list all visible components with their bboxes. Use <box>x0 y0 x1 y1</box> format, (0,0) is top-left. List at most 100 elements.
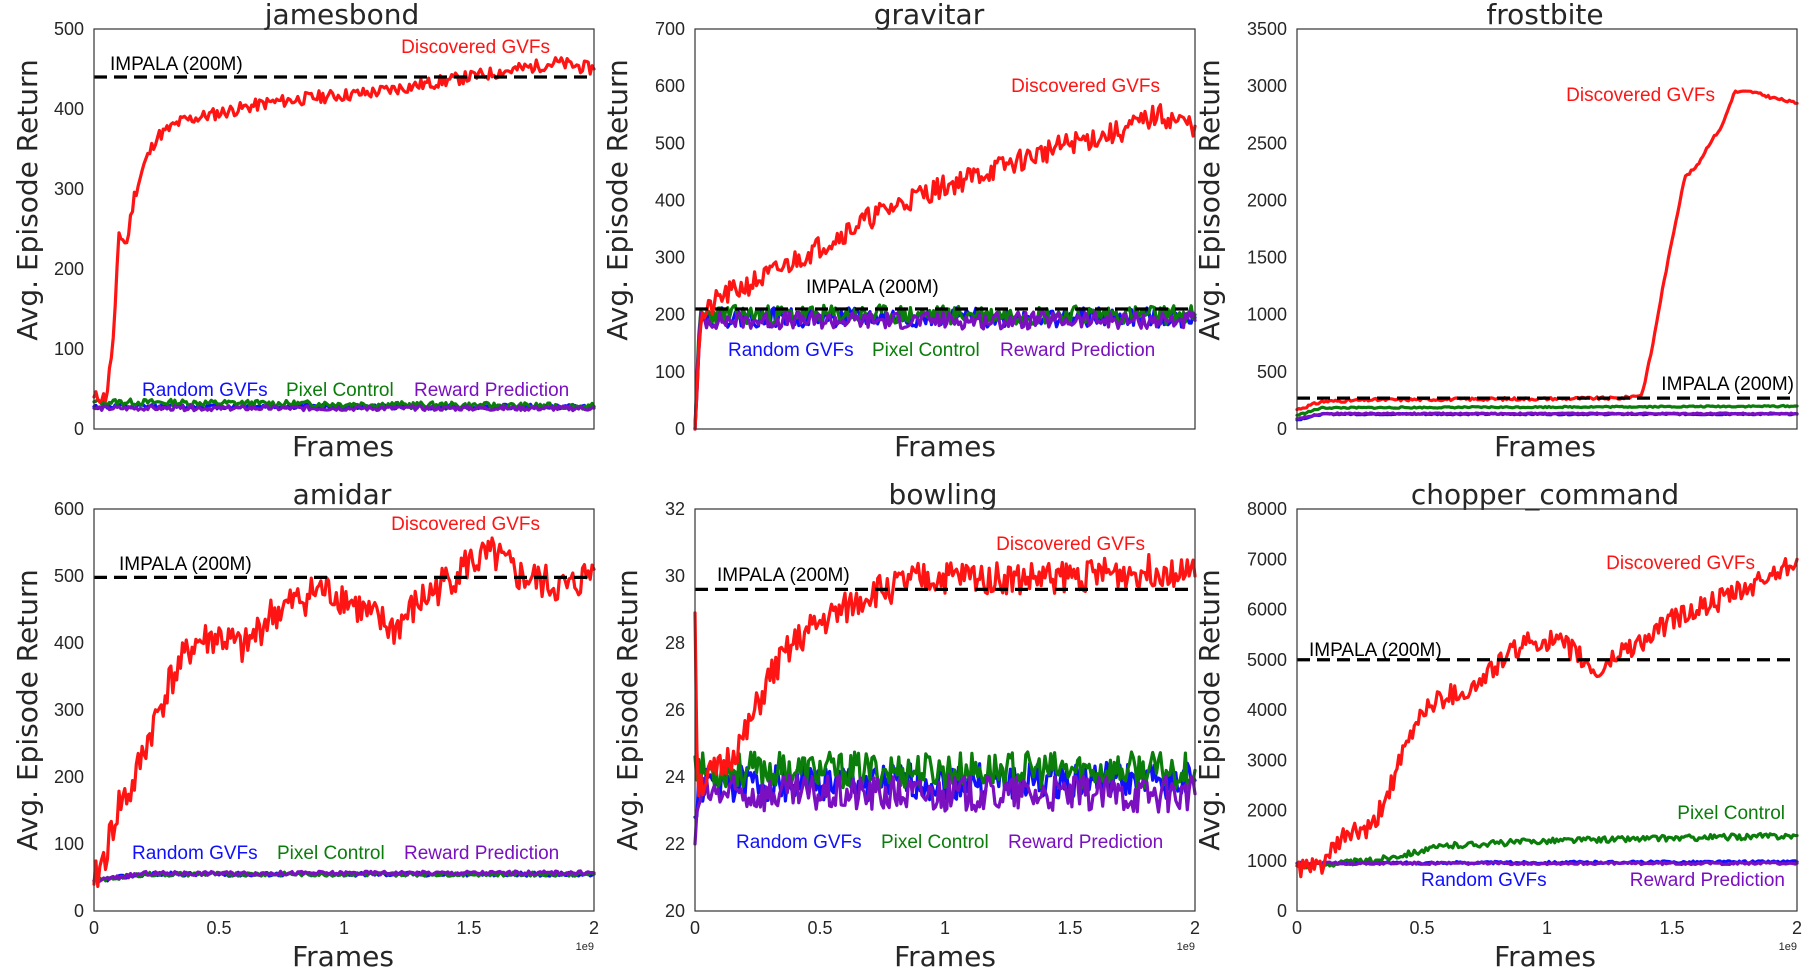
panel-chopper-command: chopper_command Avg. Episode Return Fram… <box>1193 478 1802 973</box>
y-tick-label: 24 <box>665 767 685 787</box>
panel-amidar: amidar Avg. Episode Return Frames 010020… <box>11 478 599 973</box>
plot-frame <box>694 28 1196 430</box>
y-ticks: 0 100 200 300 400 500 600 <box>54 499 84 921</box>
reward-prediction-line <box>1295 411 1799 421</box>
y-axis-label: Avg. Episode Return <box>11 569 44 850</box>
y-tick-label: 22 <box>665 834 685 854</box>
x-axis-label: Frames <box>1494 430 1596 463</box>
y-tick-label: 0 <box>74 419 84 439</box>
y-tick-label: 300 <box>54 179 84 199</box>
pixel-control-line <box>693 750 1197 791</box>
y-tick-label: 2500 <box>1247 133 1287 153</box>
x-tick-label: 1 <box>339 918 349 938</box>
y-tick-label: 600 <box>655 76 685 96</box>
y-tick-label: 200 <box>54 767 84 787</box>
reward-prediction-label: Reward Prediction <box>404 843 559 864</box>
y-tick-label: 500 <box>655 133 685 153</box>
y-tick-label: 5000 <box>1247 650 1287 670</box>
y-ticks: 0 1000 2000 3000 4000 5000 6000 7000 8000 <box>1247 499 1287 921</box>
panel-jamesbond: jamesbond Avg. Episode Return Frames 0 10… <box>11 0 596 463</box>
y-tick-label: 32 <box>665 499 685 519</box>
x-tick-label: 2 <box>1792 918 1802 938</box>
pixel-control-line <box>1295 403 1799 417</box>
y-axis-label: Avg. Episode Return <box>11 59 44 340</box>
plot-frame <box>93 508 595 912</box>
reward-prediction-line <box>1295 860 1799 867</box>
y-ticks: 0 500 1000 1500 2000 2500 3000 3500 <box>1247 19 1287 439</box>
y-tick-label: 400 <box>54 633 84 653</box>
pixel-control-label: Pixel Control <box>277 843 385 864</box>
plot-frame <box>1296 508 1798 912</box>
x-axis-label: Frames <box>292 430 394 463</box>
y-tick-label: 1500 <box>1247 248 1287 268</box>
impala-label: IMPALA (200M) <box>1661 374 1794 395</box>
discovered-gvfs-label: Discovered GVFs <box>996 534 1145 555</box>
plot-frame <box>93 28 595 430</box>
pixel-control-label: Pixel Control <box>881 832 989 853</box>
panel-title: frostbite <box>1486 0 1603 31</box>
discovered-gvfs-line <box>92 56 596 404</box>
panel-gravitar: gravitar Avg. Episode Return Frames 0 100… <box>601 0 1197 463</box>
y-tick-label: 200 <box>655 305 685 325</box>
panel-title: amidar <box>293 478 392 511</box>
panel-title: jamesbond <box>264 0 419 31</box>
y-tick-label: 400 <box>54 99 84 119</box>
y-tick-label: 20 <box>665 901 685 921</box>
x-tick-label: 1 <box>1542 918 1552 938</box>
reward-prediction-label: Reward Prediction <box>414 380 569 401</box>
y-axis-label: Avg. Episode Return <box>611 569 644 850</box>
x-exponent-label: 1e9 <box>576 941 594 953</box>
x-axis-label: Frames <box>894 430 996 463</box>
y-tick-label: 100 <box>655 362 685 382</box>
pixel-control-label: Pixel Control <box>872 340 980 361</box>
y-ticks: 0 100 200 300 400 500 600 700 <box>655 19 685 439</box>
panel-frostbite: frostbite Avg. Episode Return Frames 0 50… <box>1193 0 1799 463</box>
y-tick-label: 8000 <box>1247 499 1287 519</box>
series-layer <box>92 536 596 889</box>
plot-frame <box>1296 28 1798 430</box>
y-tick-label: 700 <box>655 19 685 39</box>
random-gvfs-label: Random GVFs <box>728 340 854 361</box>
x-axis-label: Frames <box>1494 940 1596 973</box>
x-tick-label: 0 <box>1292 918 1302 938</box>
x-tick-label: 2 <box>1190 918 1200 938</box>
y-ticks: 0 100 200 300 400 500 <box>54 19 84 439</box>
x-tick-label: 1.5 <box>1659 918 1684 938</box>
pixel-control-label: Pixel Control <box>1677 803 1785 824</box>
y-tick-label: 6000 <box>1247 600 1287 620</box>
random-gvfs-label: Random GVFs <box>142 380 268 401</box>
x-tick-label: 0.5 <box>206 918 231 938</box>
discovered-gvfs-label: Discovered GVFs <box>391 514 540 535</box>
y-tick-label: 4000 <box>1247 700 1287 720</box>
y-tick-label: 30 <box>665 566 685 586</box>
impala-label: IMPALA (200M) <box>110 54 243 75</box>
pixel-control-line <box>1295 831 1799 870</box>
y-ticks: 20 22 24 26 28 30 32 <box>665 499 685 921</box>
discovered-gvfs-label: Discovered GVFs <box>1606 553 1755 574</box>
y-tick-label: 1000 <box>1247 305 1287 325</box>
y-tick-label: 200 <box>54 259 84 279</box>
panel-title: chopper_command <box>1411 478 1679 511</box>
discovered-gvfs-label: Discovered GVFs <box>1566 85 1715 106</box>
discovered-gvfs-line <box>92 536 596 889</box>
series-layer <box>92 56 596 413</box>
y-tick-label: 0 <box>675 419 685 439</box>
y-axis-label: Avg. Episode Return <box>1193 569 1226 850</box>
x-tick-label: 0 <box>690 918 700 938</box>
y-tick-label: 28 <box>665 633 685 653</box>
pixel-control-label: Pixel Control <box>286 380 394 401</box>
x-ticks: 0 0.5 1 1.5 2 <box>89 918 599 938</box>
discovered-gvfs-label: Discovered GVFs <box>401 37 550 58</box>
y-tick-label: 300 <box>655 248 685 268</box>
y-tick-label: 300 <box>54 700 84 720</box>
y-tick-label: 500 <box>1257 362 1287 382</box>
panel-title: bowling <box>889 478 998 511</box>
reward-prediction-line <box>92 404 596 413</box>
panel-title: gravitar <box>874 0 985 31</box>
y-tick-label: 7000 <box>1247 549 1287 569</box>
y-tick-label: 0 <box>74 901 84 921</box>
y-tick-label: 600 <box>54 499 84 519</box>
y-tick-label: 2000 <box>1247 190 1287 210</box>
reward-prediction-line <box>92 869 596 883</box>
